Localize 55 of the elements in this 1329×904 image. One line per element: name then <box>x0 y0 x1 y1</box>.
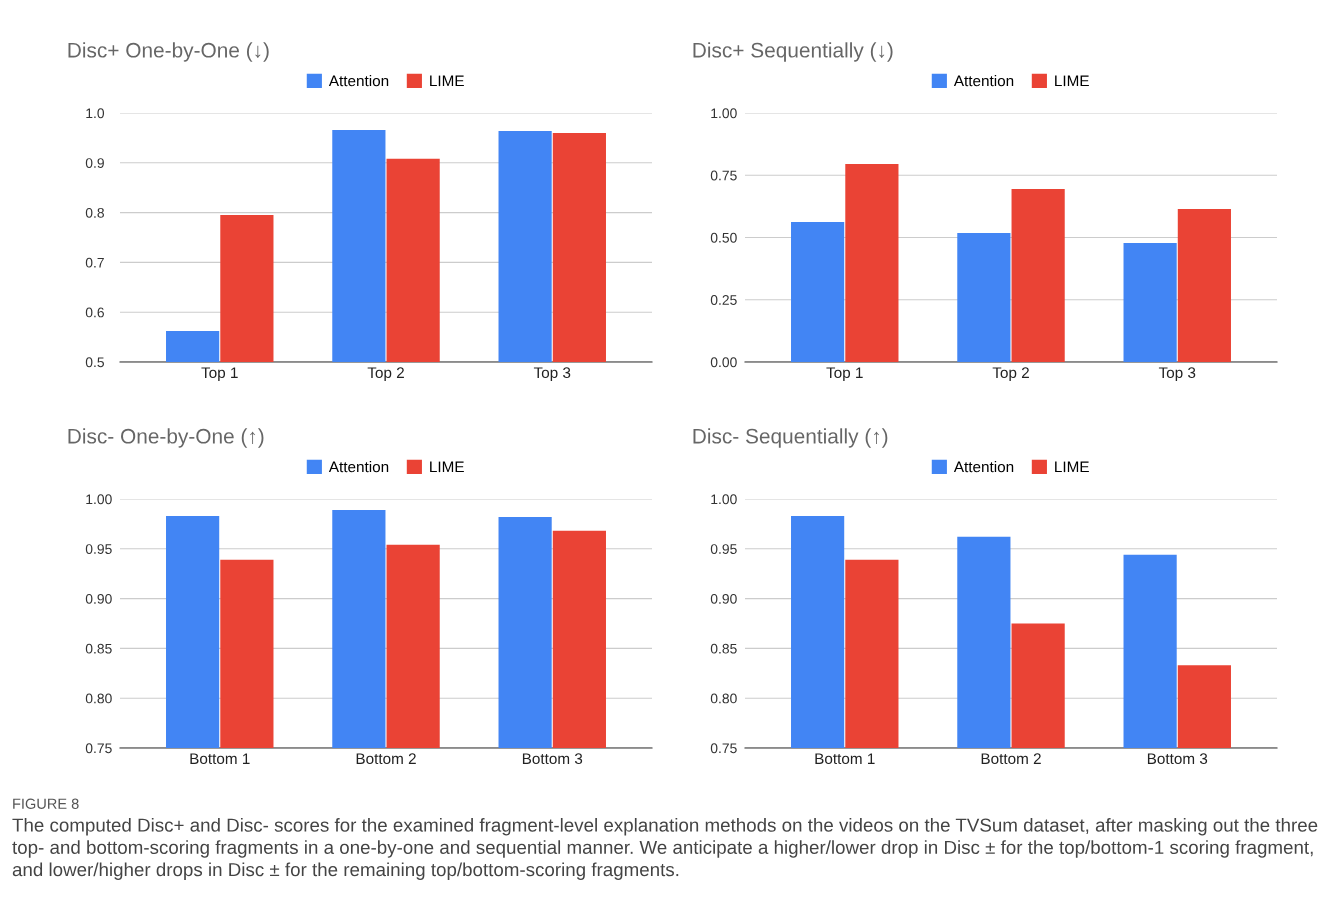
chart-title: Disc- One-by-One (↑) <box>68 428 264 448</box>
y-tick-label: 0.80 <box>710 693 737 704</box>
bar <box>1177 209 1231 362</box>
y-tick-label: 0.75 <box>85 743 112 754</box>
y-tick-label: 0.6 <box>85 307 104 318</box>
caption: FIGURE 8 <box>13 798 79 809</box>
y-tick-label: 0.8 <box>85 207 104 218</box>
legend-label: Attention <box>953 75 1014 87</box>
y-tick-label: 0.95 <box>710 544 737 554</box>
x-tick-label: Top 3 <box>1158 367 1196 382</box>
x-tick-label: Bottom 3 <box>522 753 583 765</box>
y-tick-label: 0.75 <box>710 170 737 181</box>
y-tick-label: 0.80 <box>85 693 112 704</box>
y-tick-label: 1.00 <box>86 494 112 505</box>
x-tick-label: Top 3 <box>533 367 571 382</box>
chart-title: Disc+ Sequentially (↓) <box>693 42 893 62</box>
bar <box>957 233 1011 362</box>
y-tick-label: 0.90 <box>85 593 112 604</box>
x-tick-label: Top 1 <box>826 367 863 382</box>
bar <box>1123 242 1177 362</box>
bar <box>1011 188 1065 362</box>
legend-label: Attention <box>328 75 389 87</box>
x-tick-label: Top 2 <box>992 367 1029 382</box>
legend-label: Attention <box>328 461 389 473</box>
y-tick-label: 1.0 <box>86 108 105 119</box>
y-tick-label: 0.9 <box>85 158 104 168</box>
chart-title: Disc- Sequentially (↑) <box>693 428 888 448</box>
legend-label: Attention <box>953 461 1014 473</box>
y-tick-label: 1.00 <box>711 108 737 119</box>
x-tick-label: Bottom 2 <box>356 753 416 765</box>
x-tick-label: Bottom 1 <box>815 753 875 765</box>
legend-label: LIME <box>430 75 464 87</box>
x-tick-label: Top 1 <box>201 367 238 382</box>
y-tick-label: 0.75 <box>710 743 737 754</box>
x-tick-label: Bottom 1 <box>190 753 250 765</box>
y-tick-label: 0.25 <box>710 295 737 305</box>
y-tick-label: 0.90 <box>710 593 737 604</box>
y-tick-label: 1.00 <box>711 494 737 505</box>
y-tick-label: 0.7 <box>85 257 104 268</box>
y-tick-label: 0.5 <box>85 357 104 368</box>
bar <box>845 164 899 362</box>
y-tick-label: 0.85 <box>85 643 112 654</box>
x-tick-label: Bottom 3 <box>1147 753 1208 765</box>
bar <box>791 222 845 362</box>
legend-label: LIME <box>1055 75 1089 87</box>
y-tick-label: 0.85 <box>710 643 737 654</box>
x-tick-label: Bottom 2 <box>981 753 1041 765</box>
text: The computed Disc+ and Disc- scores for the examined fragment-level explanation methods on the videos on the TVSum dataset, after masking out the three top- and bottom-scoring fragments in a one-by-one and sequential manner. We anticipate a higher/lower drop in Disc ± for the top/bottom-1 scoring fragment, and lower/higher drops in Disc ± for the remaining top/bottom-scoring fragments. <box>12 818 1318 880</box>
x-tick-label: Top 2 <box>367 367 404 382</box>
chart-title: Disc+ One-by-One (↓) <box>68 42 269 62</box>
y-tick-label: 0.95 <box>85 544 112 554</box>
legend-label: LIME <box>1055 461 1089 473</box>
y-tick-label: 0.50 <box>710 232 737 243</box>
y-tick-label: 0.00 <box>710 357 737 368</box>
legend-label: LIME <box>430 461 464 473</box>
